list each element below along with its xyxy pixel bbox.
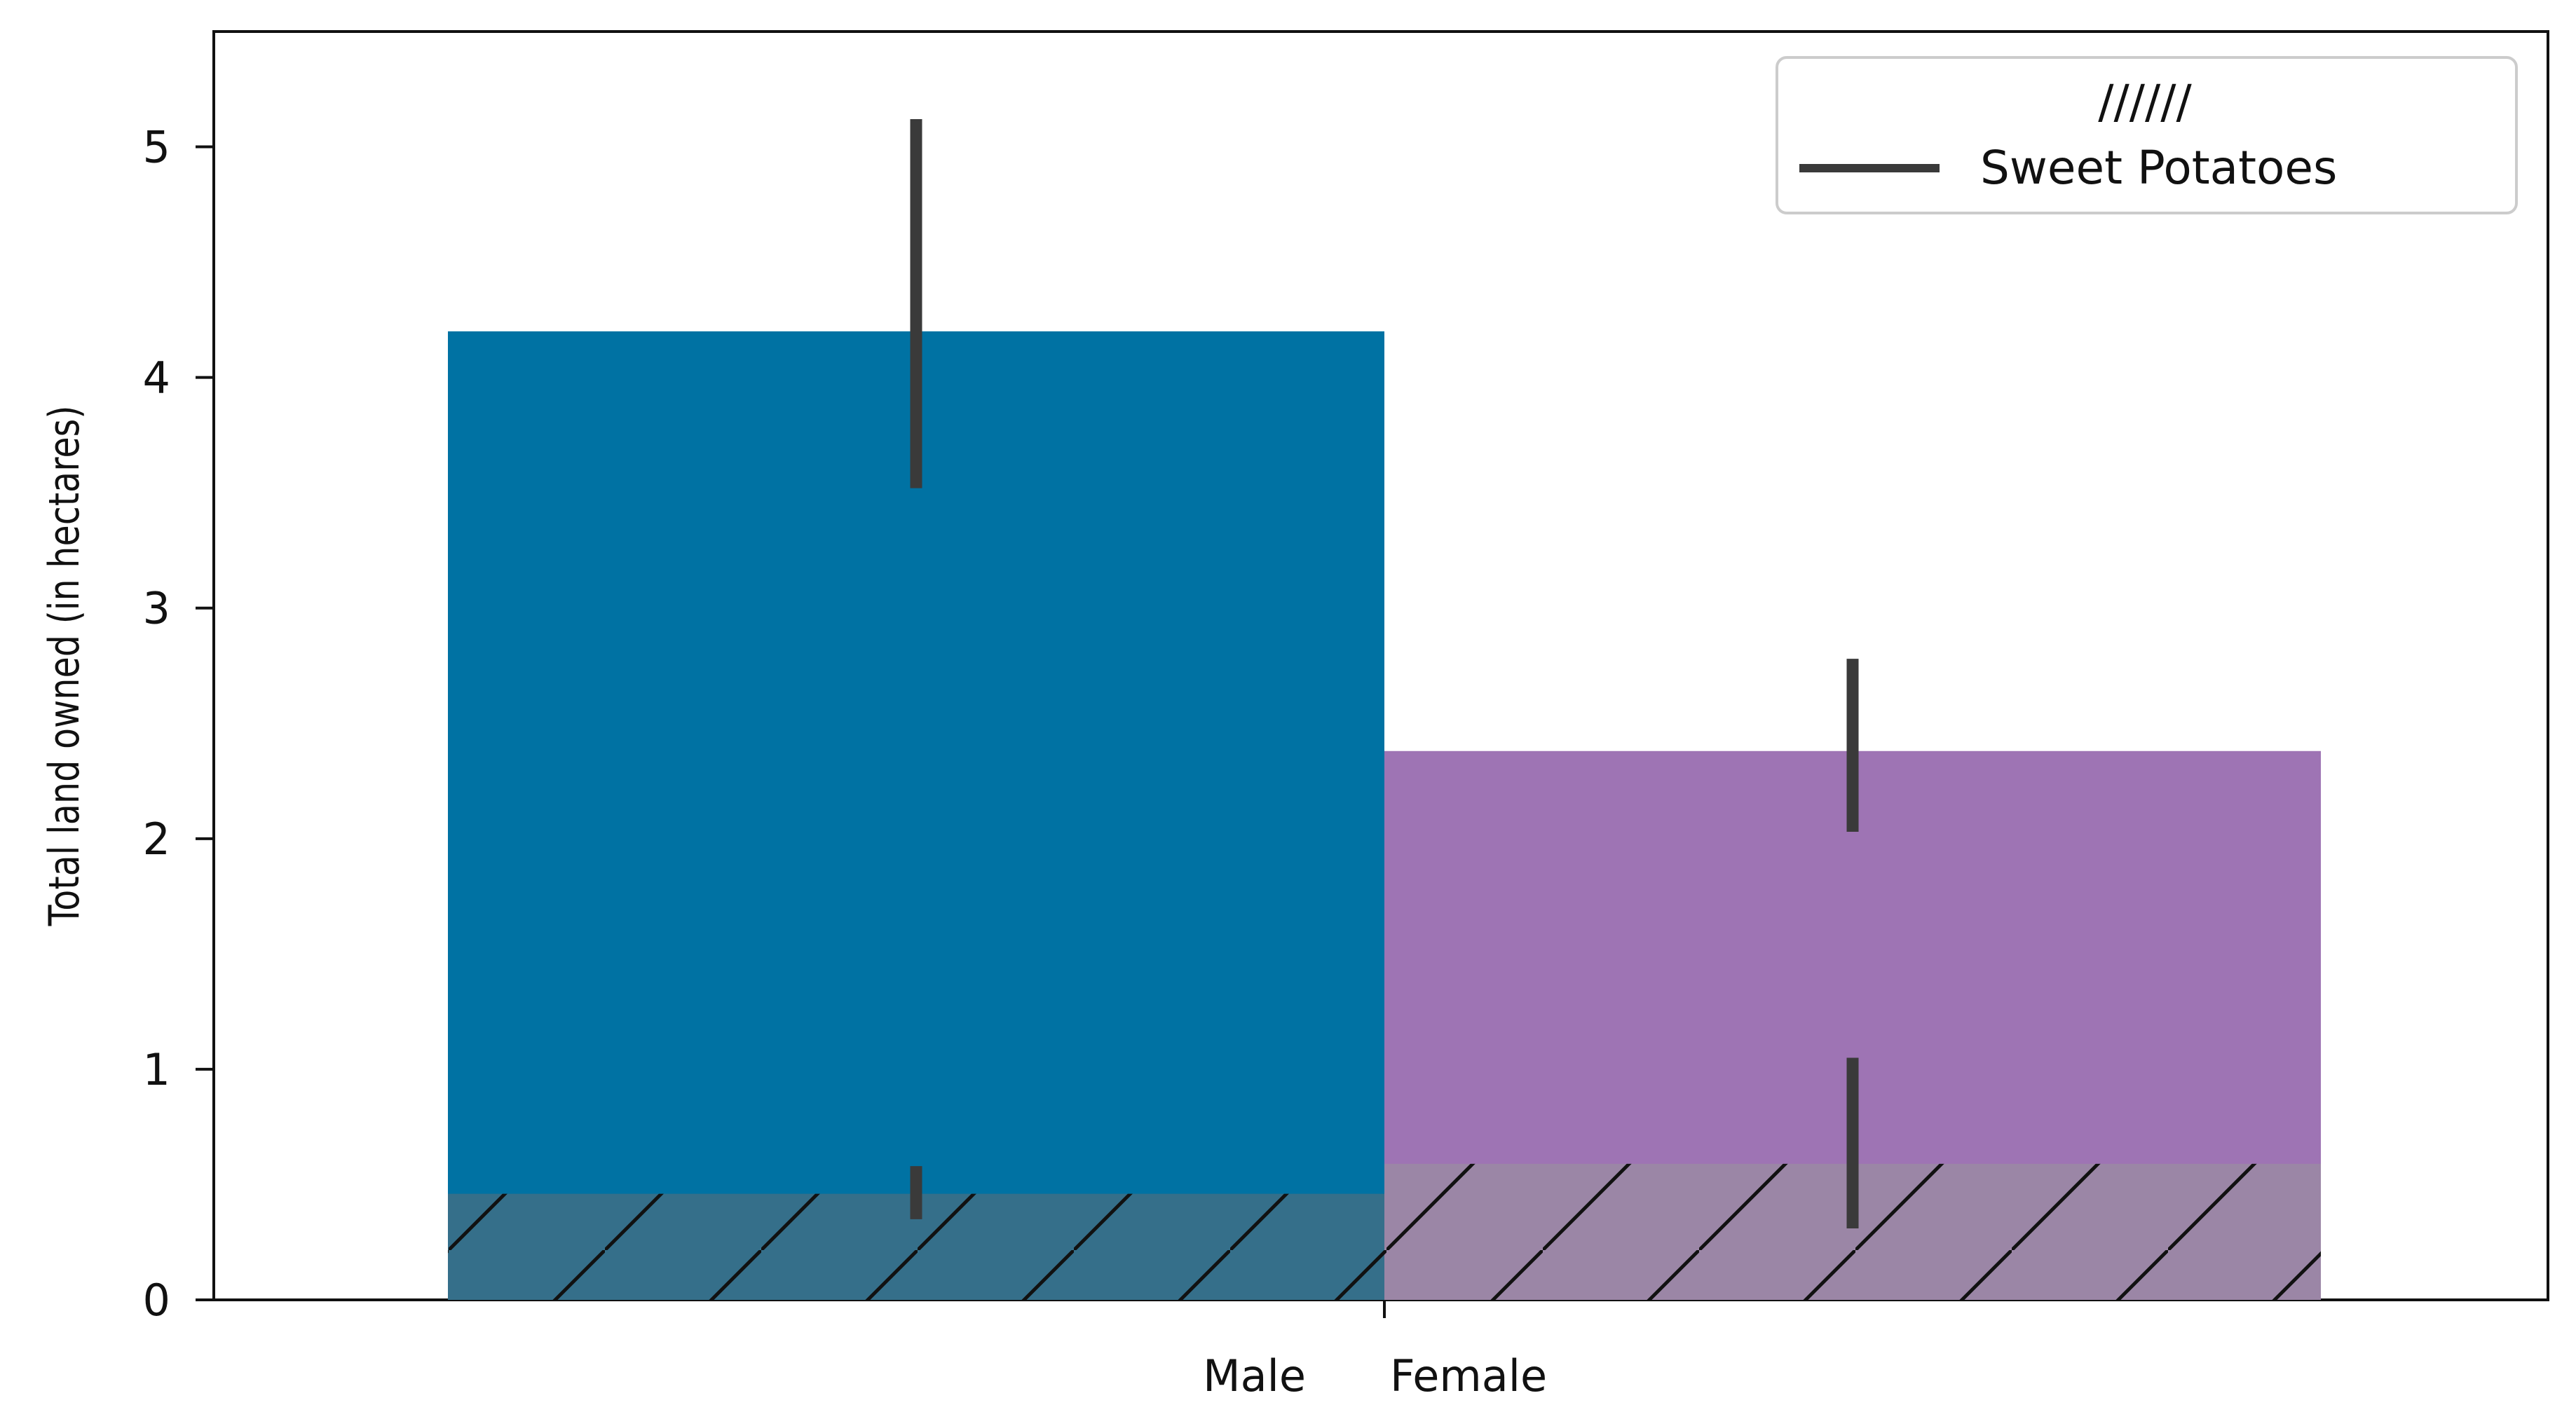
y-tick-label: 0 [143, 1275, 170, 1326]
x-tick-label-female: Female [1390, 1350, 1547, 1401]
bar-male-series-0 [448, 331, 1384, 1300]
y-tick-label: 1 [143, 1044, 170, 1095]
legend-hatch-label: ////// [2098, 75, 2192, 129]
y-tick-label: 5 [143, 122, 170, 173]
legend: ////// Sweet Potatoes [1776, 56, 2518, 214]
y-axis: 0 1 2 3 4 5 [143, 122, 214, 1326]
errorbar-layer [910, 119, 1859, 1228]
y-tick-label: 4 [143, 352, 170, 404]
y-tick-label: 2 [143, 814, 170, 865]
x-axis: Male Female [1203, 1300, 1547, 1401]
legend-line-label: Sweet Potatoes [1980, 141, 2337, 195]
x-tick-label-male: Male [1203, 1350, 1306, 1401]
legend-box [1776, 56, 2518, 214]
y-tick-label: 3 [143, 583, 170, 634]
y-axis-label: Total land owned (in hectares) [39, 406, 88, 927]
